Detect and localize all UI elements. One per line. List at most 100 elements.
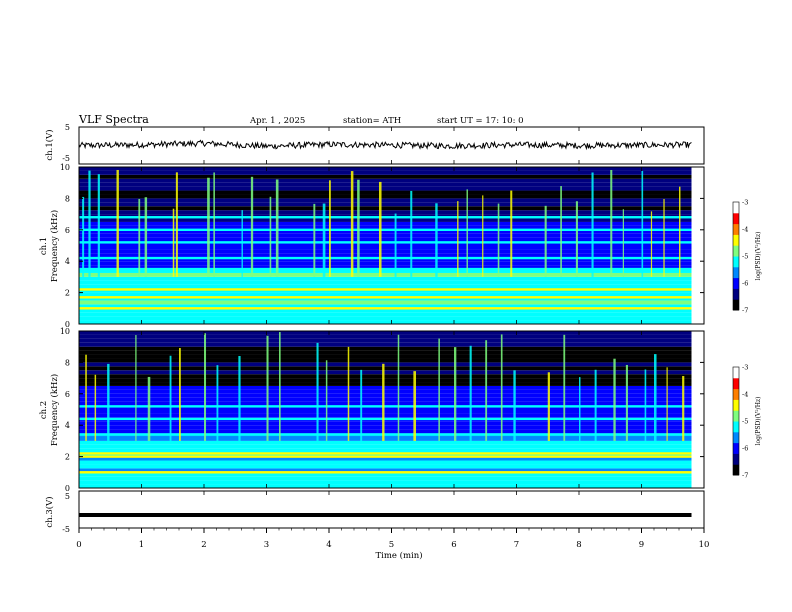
ch1-spectrogram-panel: 0 2 4 6 8 10 ch.1 Frequency (kHz) -3 -4 -5 -6 -7 l…: [39, 163, 762, 329]
ch3-ylabel: ch.3(V): [44, 496, 55, 527]
spectrogram-cell: [79, 461, 692, 465]
sferic-streak: [351, 171, 354, 277]
colorbar-tick-label: -7: [742, 307, 748, 315]
sferic-streak: [645, 369, 647, 440]
sferic-streak: [679, 187, 680, 277]
ch2-spectrogram-ylabel-line2: Frequency (kHz): [49, 374, 60, 446]
spectrogram-cell: [79, 351, 692, 355]
colorbar-segment: [733, 367, 739, 378]
spectrogram-cell: [79, 175, 692, 179]
spectrogram-cell: [79, 238, 692, 242]
spectrogram-ytick-label: 8: [65, 194, 70, 203]
spectrogram-ytick-label: 6: [65, 390, 70, 399]
colorbar-segment: [733, 234, 739, 245]
spectrogram-cell: [79, 253, 692, 257]
sferic-streak: [576, 201, 578, 277]
colorbar-tick-label: -5: [742, 253, 748, 261]
ch1-waveform-trace: [79, 140, 692, 148]
spectrogram-cell: [79, 281, 692, 285]
spectrogram-cell: [79, 320, 692, 324]
spectrogram-cell: [79, 343, 692, 347]
ch2-spectrogram-image: [79, 331, 692, 488]
time-axis-tick-label: 3: [264, 540, 269, 550]
ch1-ytick-bottom: -5: [62, 154, 70, 163]
sferic-streak: [204, 333, 206, 441]
spectrogram-ytick-label: 2: [65, 453, 70, 462]
spectrogram-ytick-label: 2: [65, 289, 70, 298]
spectrogram-band: [79, 229, 692, 231]
colorbar-tick-label: -3: [742, 199, 748, 207]
spectrogram-band: [79, 216, 692, 218]
date-label: Apr. 1 , 2025: [249, 116, 305, 126]
time-axis-tick-label: 4: [326, 540, 331, 550]
colorbar-segment: [733, 410, 739, 421]
sferic-streak: [548, 372, 550, 441]
colorbar-segment: [733, 399, 739, 410]
sferic-streak: [579, 377, 580, 441]
sferic-streak: [326, 360, 327, 441]
sferic-streak: [88, 171, 90, 277]
sferic-streak: [207, 178, 210, 277]
spectrogram-cell: [79, 261, 692, 265]
colorbar-segment: [733, 378, 739, 389]
ch3-ytick-top: 5: [65, 492, 70, 501]
ch1-colorbar: -3 -4 -5 -6 -7 log(PSD)(V²/Hz): [733, 199, 762, 315]
sferic-streak: [626, 365, 628, 441]
colorbar-segment: [733, 288, 739, 299]
spectrogram-cell: [79, 206, 692, 210]
sferic-streak: [95, 375, 96, 441]
sferic-streak: [438, 339, 440, 441]
colorbar-tick-label: -3: [742, 364, 748, 372]
sferic-streak: [395, 214, 397, 277]
ch1-spectrogram-ylabel-line2: Frequency (kHz): [49, 210, 60, 282]
colorbar-segment: [733, 202, 739, 213]
ch1-spectrogram-image: [79, 167, 692, 324]
colorbar-label: log(PSD)(V²/Hz): [755, 397, 762, 446]
sferic-streak: [82, 197, 84, 277]
sferic-streak: [413, 371, 416, 441]
time-axis-tick-label: 1: [139, 540, 144, 550]
colorbar-segment: [733, 453, 739, 464]
sferic-streak: [498, 204, 500, 277]
spectrogram-cell: [79, 171, 692, 175]
time-axis-tick-label: 5: [389, 540, 394, 550]
sferic-streak: [485, 340, 487, 441]
ch2-spectrogram-panel: 0246810 ch.2 Frequency (kHz) -3-4-5-6-7l…: [39, 327, 762, 493]
spectrogram-cell: [79, 234, 692, 238]
sferic-streak: [435, 203, 437, 277]
sferic-streak: [117, 170, 119, 277]
sferic-streak: [595, 370, 597, 441]
sferic-streak: [457, 201, 458, 277]
ch1-waveform-panel: 5 -5 ch.1(V): [44, 123, 704, 164]
sferic-streak: [470, 346, 472, 441]
sferic-streak: [217, 365, 219, 441]
spectrogram-ytick-label: 10: [60, 327, 70, 336]
sferic-streak: [179, 348, 181, 441]
sferic-streak: [251, 177, 253, 277]
sferic-streak: [663, 199, 664, 277]
colorbar-label: log(PSD)(V²/Hz): [755, 232, 762, 281]
spectrogram-ytick-label: 6: [65, 226, 70, 235]
spectrogram-cell: [79, 449, 692, 453]
sferic-streak: [467, 189, 468, 277]
sferic-streak: [454, 347, 456, 441]
sferic-streak: [170, 356, 172, 441]
spectrogram-band: [79, 471, 692, 473]
colorbar-tick-label: -4: [742, 391, 748, 399]
spectrogram-cell: [79, 300, 692, 304]
sferic-streak: [510, 191, 512, 277]
colorbar-tick-label: -4: [742, 226, 748, 234]
spectrogram-cell: [79, 202, 692, 206]
sferic-streak: [545, 206, 547, 277]
sferic-streak: [85, 355, 87, 441]
colorbar-segment: [733, 299, 739, 310]
spectrogram-cell: [79, 293, 692, 297]
spectrogram-band: [79, 257, 692, 259]
sferic-streak: [348, 347, 350, 441]
sferic-streak: [238, 356, 240, 441]
time-axis-tick-label: 10: [699, 540, 710, 550]
spectrogram-cell: [79, 183, 692, 187]
colorbar-tick-label: -6: [742, 280, 748, 288]
sferic-streak: [138, 199, 140, 277]
sferic-streak: [270, 197, 272, 277]
